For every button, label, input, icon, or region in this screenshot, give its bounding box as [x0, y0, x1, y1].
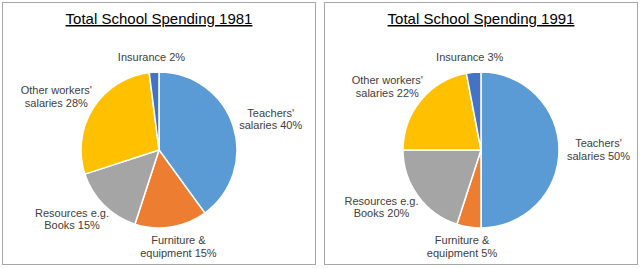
slices [403, 72, 559, 228]
data-label-part: Insurance [118, 51, 166, 63]
data-label-part: Teachers' [575, 137, 622, 149]
data-label: Furniture & [435, 234, 490, 246]
panel-border [3, 3, 316, 265]
data-label-part: 40% [277, 119, 302, 131]
data-label-part: 2% [166, 51, 185, 63]
data-label-part: equipment [427, 247, 478, 259]
data-label: Furniture & [151, 234, 206, 246]
data-label: salaries 50% [567, 150, 630, 162]
data-label-part: Books [354, 207, 385, 219]
data-label: salaries 40% [239, 119, 302, 131]
data-label-part: Furniture & [435, 234, 490, 246]
data-label-part: 15% [75, 219, 100, 231]
data-label-part: Furniture & [151, 234, 206, 246]
data-label-part: salaries [25, 97, 63, 109]
slices [81, 72, 237, 228]
pie-slice [149, 72, 159, 150]
data-label: Insurance 3% [436, 51, 503, 63]
data-label: Books 20% [354, 207, 410, 219]
data-label: Teachers' [575, 137, 622, 149]
chart-title: Total School Spending 1981 [66, 10, 253, 27]
data-label-part: Teachers' [247, 107, 294, 119]
data-labels: Teachers'salaries 50%Furniture &equipmen… [345, 51, 631, 258]
panel-border [325, 3, 638, 265]
data-label: salaries 28% [25, 97, 88, 109]
data-label-part: Resources e.g. [345, 195, 419, 207]
data-label-part: 50% [605, 150, 630, 162]
data-label: Resources e.g. [345, 195, 419, 207]
data-label-part: Insurance [436, 51, 484, 63]
data-label-part: salaries [356, 87, 394, 99]
data-label-part: 20% [384, 207, 409, 219]
data-label-part: 22% [394, 87, 419, 99]
data-label-part: Resources e.g. [35, 207, 109, 219]
pie-panel: Total School Spending 1991Teachers'salar… [325, 3, 638, 265]
data-label: Other workers' [21, 84, 92, 96]
data-label-part: 3% [484, 51, 503, 63]
data-label: Books 15% [44, 219, 100, 231]
data-label-part: Other workers' [21, 84, 92, 96]
pie-panel: Total School Spending 1981Teachers'salar… [3, 3, 316, 265]
data-label-part: salaries [567, 150, 605, 162]
data-label: Insurance 2% [118, 51, 185, 63]
data-label: equipment 5% [427, 247, 498, 259]
data-label: Other workers' [352, 74, 423, 86]
data-label-part: 5% [478, 247, 497, 259]
data-label: Teachers' [247, 107, 294, 119]
chart-canvas: Total School Spending 1981Teachers'salar… [0, 0, 640, 268]
data-label-part: 28% [63, 97, 88, 109]
data-label-part: salaries [239, 119, 277, 131]
data-label: salaries 22% [356, 87, 419, 99]
pie-slice [466, 72, 481, 150]
data-label: equipment 15% [140, 247, 217, 259]
data-label-part: Other workers' [352, 74, 423, 86]
pie-slice [81, 73, 159, 174]
data-label-part: Books [44, 219, 75, 231]
data-label-part: 15% [192, 247, 217, 259]
data-label-part: equipment [140, 247, 191, 259]
chart-title: Total School Spending 1991 [388, 10, 575, 27]
data-label: Resources e.g. [35, 207, 109, 219]
pie-slice [481, 72, 559, 228]
data-labels: Teachers'salaries 40%Furniture &equipmen… [21, 51, 303, 259]
pie-slice [403, 150, 481, 224]
